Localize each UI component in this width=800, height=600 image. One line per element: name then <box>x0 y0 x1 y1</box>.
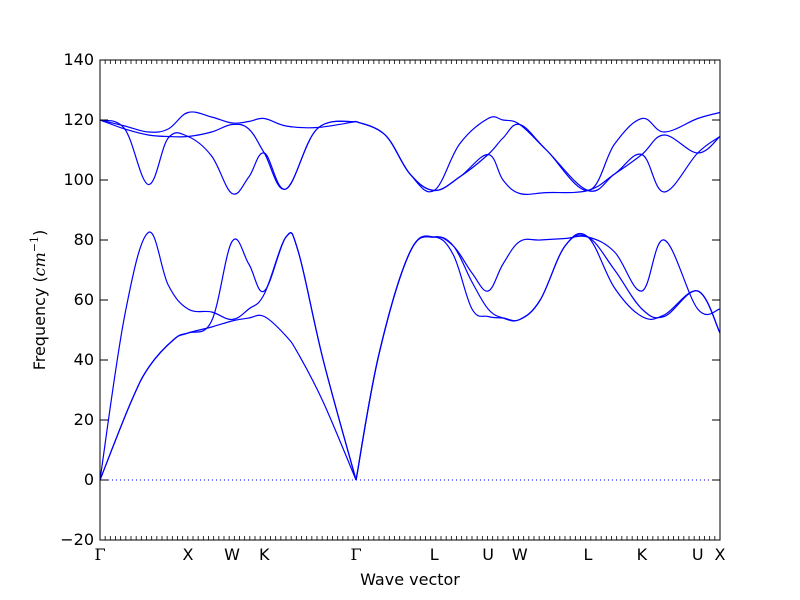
phonon-band-3 <box>99 231 357 481</box>
y-tick-label: 120 <box>63 110 94 129</box>
y-tick-label: 40 <box>74 350 94 369</box>
y-axis-label-prefix: Frequency ( <box>30 276 49 370</box>
y-tick-label: 0 <box>84 470 94 489</box>
plot-area <box>100 60 720 540</box>
x-tick-label: K <box>637 545 648 564</box>
x-tick-label: W <box>512 545 528 564</box>
y-axis-label-unit-exp: −1 <box>28 236 41 252</box>
x-tick-label: U <box>692 545 704 564</box>
x-tick-label: X <box>715 545 726 564</box>
x-tick-label: X <box>183 545 194 564</box>
phonon-band-12 <box>355 111 721 193</box>
y-tick-label: 60 <box>74 290 94 309</box>
x-tick-label: U <box>482 545 494 564</box>
plot-frame <box>99 59 721 541</box>
y-tick-label: −20 <box>60 530 94 549</box>
phonon-band-6 <box>355 234 721 481</box>
phonon-band-11 <box>355 120 721 195</box>
x-tick-label: L <box>583 545 592 564</box>
x-tick-label: Γ <box>94 545 105 564</box>
y-axis-label: Frequency (cm−1) <box>28 230 49 371</box>
y-tick-label: 20 <box>74 410 94 429</box>
x-axis-label: Wave vector <box>360 570 460 589</box>
y-tick-label: 100 <box>63 170 94 189</box>
phonon-band-9 <box>99 111 357 133</box>
bands-group <box>99 111 721 481</box>
y-axis-label-suffix: ) <box>30 230 49 236</box>
y-axis-label-unit: cm <box>30 252 49 276</box>
y-tick-label: 140 <box>63 50 94 69</box>
phonon-band-8 <box>99 119 357 195</box>
y-tick-label: 80 <box>74 230 94 249</box>
x-tick-label: W <box>224 545 240 564</box>
x-tick-label: L <box>430 545 439 564</box>
x-tick-label: Γ <box>351 545 362 564</box>
x-tick-label: K <box>259 545 270 564</box>
